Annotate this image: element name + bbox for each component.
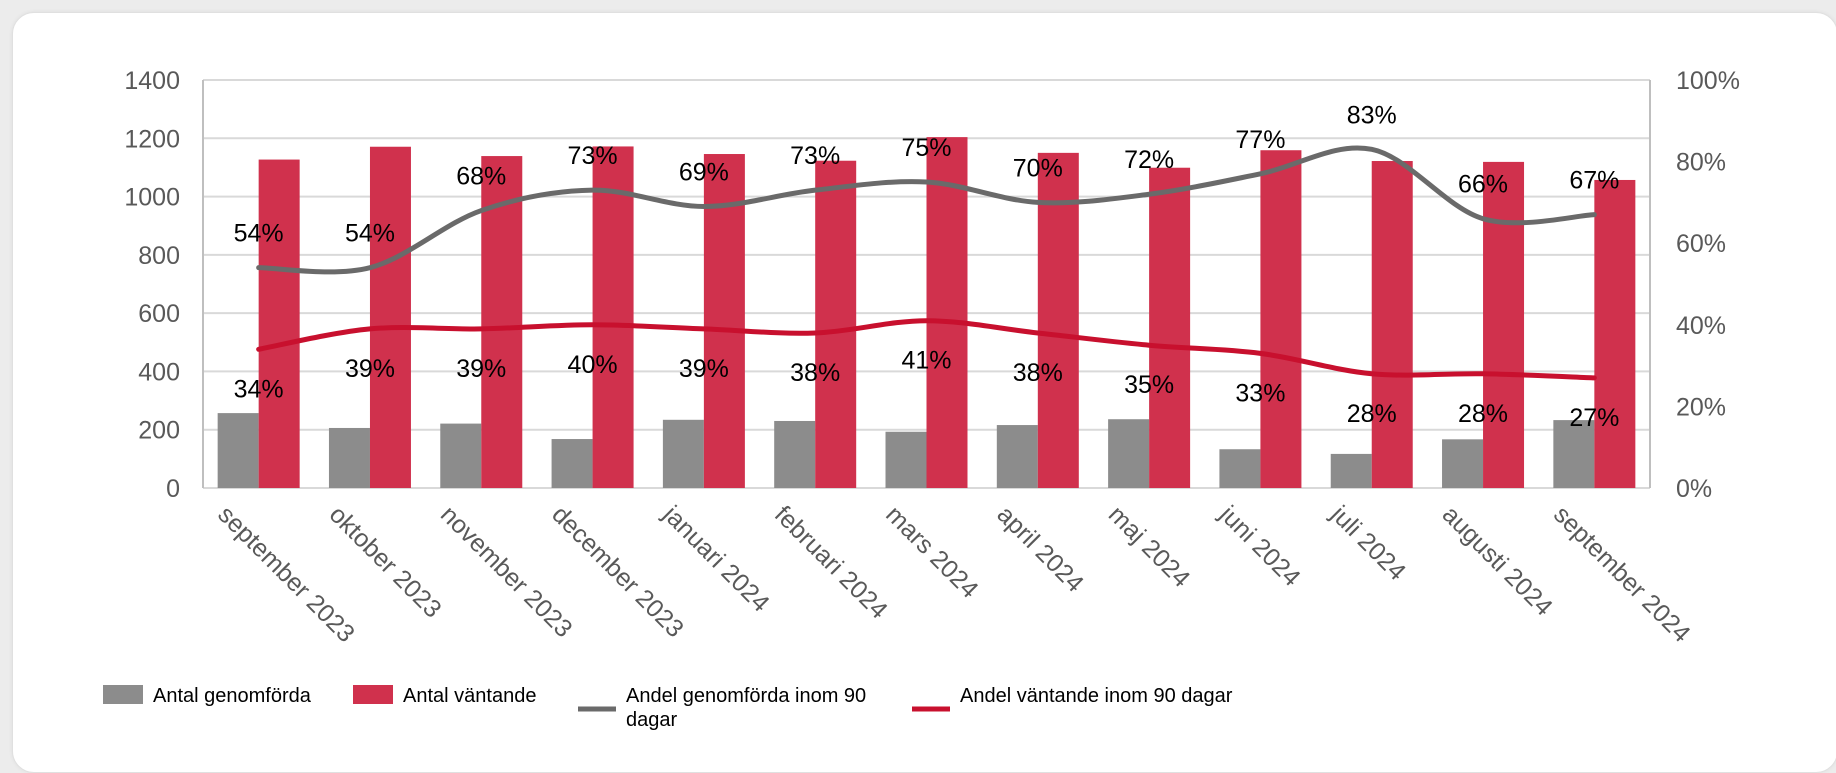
series-line — [256, 145, 1597, 275]
data-label: 70% — [1013, 154, 1063, 182]
bar — [662, 419, 704, 488]
y-right-tick-label: 60% — [1676, 230, 1726, 258]
bar — [481, 156, 523, 488]
bar — [1219, 449, 1261, 488]
x-tick-label: januari 2024 — [657, 500, 775, 618]
bar — [1108, 419, 1150, 488]
y-right-tick-label: 80% — [1676, 149, 1726, 177]
legend-label: Antal genomförda — [153, 685, 312, 707]
bar — [996, 425, 1038, 488]
y-left-tick-label: 1000 — [124, 184, 180, 212]
data-label: 54% — [345, 220, 395, 248]
data-label: 66% — [1458, 171, 1508, 199]
data-label: 33% — [1235, 379, 1285, 407]
y-left-tick-label: 1200 — [124, 125, 180, 153]
x-tick-label: mars 2024 — [880, 500, 983, 603]
x-tick-label: augusti 2024 — [1437, 500, 1558, 621]
series-line — [256, 318, 1597, 381]
y-left-tick-label: 1400 — [124, 67, 180, 95]
data-label: 28% — [1347, 400, 1397, 428]
bar — [1483, 161, 1525, 489]
legend-label: Andel genomförda inom 90 dagar — [626, 685, 866, 731]
bar — [440, 423, 482, 488]
x-tick-label: juli 2024 — [1325, 500, 1411, 586]
bar — [551, 439, 593, 488]
x-tick-label: april 2024 — [992, 500, 1090, 598]
bar — [1260, 150, 1302, 488]
legend-swatch — [353, 685, 393, 704]
data-label: 54% — [234, 220, 284, 248]
data-label: 72% — [1124, 146, 1174, 174]
bar — [328, 427, 370, 488]
legend-swatch — [103, 685, 143, 704]
data-label: 38% — [790, 359, 840, 387]
data-label: 35% — [1124, 371, 1174, 399]
legend-label: Andel väntande inom 90 dagar — [960, 685, 1233, 707]
y-right-tick-label: 40% — [1676, 312, 1726, 340]
data-label: 39% — [456, 355, 506, 383]
bar — [1553, 420, 1595, 488]
data-label: 69% — [679, 158, 729, 186]
y-left-tick-label: 400 — [138, 358, 180, 386]
data-label: 75% — [901, 134, 951, 162]
bar — [258, 159, 300, 488]
data-label: 67% — [1569, 167, 1619, 195]
data-label: 39% — [679, 355, 729, 383]
data-label: 34% — [234, 375, 284, 403]
bar — [1371, 161, 1413, 488]
bar — [1330, 453, 1372, 488]
bar — [1442, 439, 1484, 488]
legend-label: Antal väntande — [403, 685, 536, 707]
y-left-tick-label: 0 — [166, 475, 180, 503]
y-left-tick-label: 600 — [138, 300, 180, 328]
bar — [774, 420, 816, 488]
bar — [885, 431, 927, 488]
data-label: 41% — [901, 347, 951, 375]
bar — [1037, 152, 1079, 488]
y-right-tick-label: 100% — [1676, 67, 1740, 95]
data-label: 27% — [1569, 404, 1619, 432]
x-tick-label: februari 2024 — [769, 500, 893, 624]
bar — [703, 154, 745, 488]
y-right-tick-label: 20% — [1676, 393, 1726, 421]
bar — [1594, 179, 1636, 488]
bar — [1149, 167, 1191, 488]
data-label: 38% — [1013, 359, 1063, 387]
bar — [815, 160, 857, 488]
bar — [369, 146, 411, 489]
x-tick-label: oktober 2023 — [324, 500, 447, 623]
data-label: 40% — [568, 351, 618, 379]
data-label: 39% — [345, 355, 395, 383]
bar — [592, 146, 634, 488]
x-tick-label: maj 2024 — [1103, 500, 1196, 593]
data-label: 28% — [1458, 400, 1508, 428]
bar — [926, 137, 968, 488]
x-tick-label: juni 2024 — [1213, 500, 1305, 592]
y-left-tick-label: 200 — [138, 417, 180, 445]
data-label: 77% — [1235, 126, 1285, 154]
y-left-tick-label: 800 — [138, 242, 180, 270]
y-right-tick-label: 0% — [1676, 475, 1712, 503]
bar — [217, 413, 259, 488]
data-label: 73% — [790, 142, 840, 170]
data-label: 68% — [456, 163, 506, 191]
x-tick-label: september 2024 — [1548, 500, 1696, 648]
data-label: 83% — [1347, 101, 1397, 129]
data-label: 73% — [568, 142, 618, 170]
